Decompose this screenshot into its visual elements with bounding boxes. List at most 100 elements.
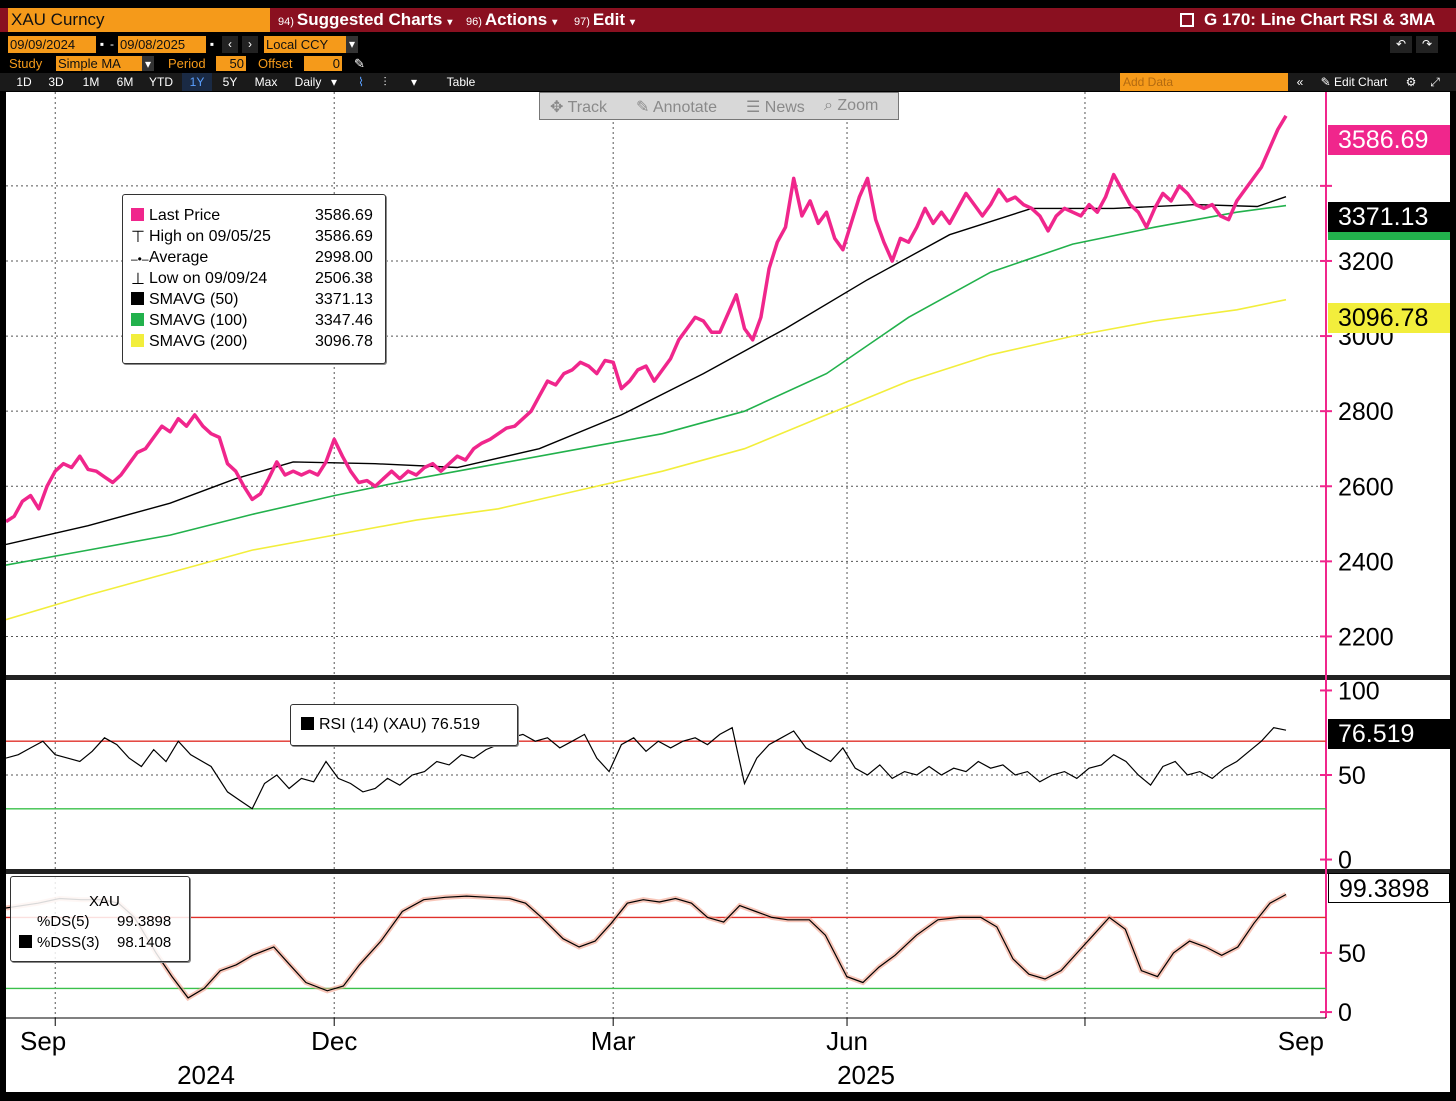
- legend-row: SMAVG (50): [131, 289, 239, 310]
- annotate-button[interactable]: ✎ Annotate: [636, 99, 718, 116]
- actions-menu[interactable]: 96) Actions ▾: [466, 8, 557, 32]
- line-chart-icon[interactable]: ⌇: [358, 75, 364, 89]
- edit-chart-button[interactable]: ✎ Edit Chart: [1320, 75, 1388, 89]
- y-tick-label: 2600: [1338, 473, 1394, 501]
- stoch-legend[interactable]: XAU %DS(5) 99.3898 %DSS(3) 98.1408: [10, 876, 190, 962]
- zoom-button[interactable]: ⌕ Zoom: [824, 97, 879, 114]
- low-marker-icon: ⊥: [131, 271, 145, 288]
- sma50-tag: 3371.13: [1328, 202, 1450, 232]
- menu-label: Actions: [484, 10, 548, 29]
- news-label: News: [764, 99, 805, 116]
- expand-icon[interactable]: ⤢: [1430, 75, 1440, 89]
- prev-period-button[interactable]: ‹: [222, 36, 238, 53]
- panel-divider: [6, 869, 1450, 874]
- table-button[interactable]: Table: [446, 75, 476, 89]
- legend-row: %DS(5): [19, 911, 90, 932]
- pencil-icon[interactable]: ✎: [354, 56, 365, 71]
- range-ytd[interactable]: YTD: [149, 75, 173, 89]
- offset-field[interactable]: 0: [304, 56, 342, 71]
- range-6m[interactable]: 6M: [116, 75, 134, 89]
- series-line-sma200: [5, 298, 1287, 621]
- legend-row: ⊤ High on 09/05/25: [131, 226, 271, 247]
- rsi-legend[interactable]: RSI (14) (XAU) 76.519: [290, 704, 518, 746]
- legend-row: %DSS(3): [19, 932, 100, 953]
- study-label: Study: [9, 56, 43, 71]
- period-field[interactable]: 50: [216, 56, 246, 71]
- track-label: Track: [567, 99, 607, 116]
- collapse-icon[interactable]: «: [1296, 75, 1304, 89]
- news-button[interactable]: ☰ News: [746, 99, 805, 116]
- study-select[interactable]: Simple MA: [56, 56, 142, 71]
- security-field[interactable]: XAU Curncy: [8, 8, 270, 32]
- range-max[interactable]: Max: [254, 75, 278, 89]
- calendar-icon[interactable]: ▪: [206, 36, 218, 53]
- x-month-label: Mar: [591, 1026, 636, 1056]
- y-tick-label: 2400: [1338, 548, 1394, 576]
- start-date-field[interactable]: 09/09/2024: [8, 36, 96, 53]
- chevron-down-icon[interactable]: ▾: [410, 75, 418, 89]
- legend-row: SMAVG (200): [131, 331, 247, 352]
- price-legend[interactable]: Last Price 3586.69 ⊤ High on 09/05/25 358…: [122, 194, 386, 364]
- series-line-last-price: [5, 114, 1288, 524]
- chart-area[interactable]: 2200 2400 2600 2800 3000 3200 0 50 100 0 50 Sep Dec M…: [5, 92, 1450, 1092]
- range-1m[interactable]: 1M: [82, 75, 100, 89]
- chevron-down-icon[interactable]: ▾: [330, 75, 338, 89]
- edit-chart-label: Edit Chart: [1334, 75, 1388, 89]
- legend-label: Low on 09/09/24: [149, 270, 268, 287]
- range-1y[interactable]: 1Y: [182, 73, 212, 91]
- bar-chart-icon[interactable]: ⫶: [383, 75, 387, 89]
- high-marker-icon: ⊤: [131, 229, 145, 246]
- menu-label: Suggested Charts: [296, 10, 443, 29]
- offset-label: Offset: [258, 56, 293, 71]
- range-row: 1D 3D 1M 6M YTD 1Y 5Y Max Daily ▾ ⌇ ⫶ ▾ …: [0, 73, 1456, 91]
- caret-down-icon: ▾: [552, 17, 558, 28]
- edit-menu[interactable]: 97) Edit ▾: [574, 8, 635, 32]
- y-tick-label: 2800: [1338, 398, 1394, 426]
- calendar-icon[interactable]: ▪: [96, 36, 108, 53]
- legend-row: ⊥ Low on 09/09/24: [131, 268, 267, 289]
- redo-icon[interactable]: ↷: [1416, 36, 1438, 53]
- frequency-select[interactable]: Daily: [294, 75, 322, 89]
- legend-label: Last Price: [149, 207, 221, 224]
- swatch: [131, 292, 144, 305]
- study-row: Study Simple MA ▾ Period 50 Offset 0 ✎: [0, 56, 1456, 72]
- x-month-label: Sep: [20, 1026, 66, 1056]
- menu-number: 96): [466, 16, 482, 28]
- settings-icon[interactable]: ⚙: [1405, 75, 1417, 89]
- legend-value: 2998.00: [315, 249, 373, 266]
- legend-label: %DSS(3): [37, 934, 100, 951]
- swatch: [131, 334, 144, 347]
- sma200-tag: 3096.78: [1328, 303, 1450, 333]
- series-line-sma50: [5, 196, 1287, 546]
- next-period-button[interactable]: ›: [242, 36, 258, 53]
- legend-value: 3096.78: [315, 333, 373, 350]
- legend-label: %DS(5): [37, 913, 90, 930]
- legend-value: 3586.69: [315, 207, 373, 224]
- currency-select[interactable]: Local CCY: [264, 36, 346, 53]
- legend-row: Last Price: [131, 205, 220, 226]
- range-1d[interactable]: 1D: [16, 75, 32, 89]
- swatch: [131, 208, 144, 221]
- legend-value: 98.1408: [117, 934, 172, 951]
- chevron-down-icon[interactable]: ▾: [346, 36, 358, 53]
- rsi-tag: 76.519: [1328, 719, 1450, 749]
- caret-down-icon: ▾: [447, 17, 453, 28]
- last-price-tag: 3586.69: [1328, 125, 1450, 155]
- y-tick-label: 50: [1338, 940, 1366, 968]
- range-5y[interactable]: 5Y: [222, 75, 238, 89]
- swatch: [301, 717, 314, 730]
- series-line-stoch-slow: [5, 893, 1287, 999]
- popout-icon[interactable]: [1180, 13, 1194, 27]
- chevron-down-icon[interactable]: ▾: [142, 56, 154, 71]
- menu-label: Edit: [592, 10, 626, 29]
- add-data-input[interactable]: Add Data: [1120, 73, 1288, 91]
- suggested-charts-menu[interactable]: 94) Suggested Charts ▾: [278, 8, 452, 32]
- track-button[interactable]: ✥ Track: [550, 99, 607, 116]
- y-tick-label: 3200: [1338, 248, 1394, 276]
- undo-icon[interactable]: ↶: [1390, 36, 1412, 53]
- end-date-field[interactable]: 09/08/2025: [118, 36, 206, 53]
- x-month-label: Dec: [311, 1026, 357, 1056]
- series-line-rsi: [5, 726, 1287, 810]
- range-3d[interactable]: 3D: [48, 75, 64, 89]
